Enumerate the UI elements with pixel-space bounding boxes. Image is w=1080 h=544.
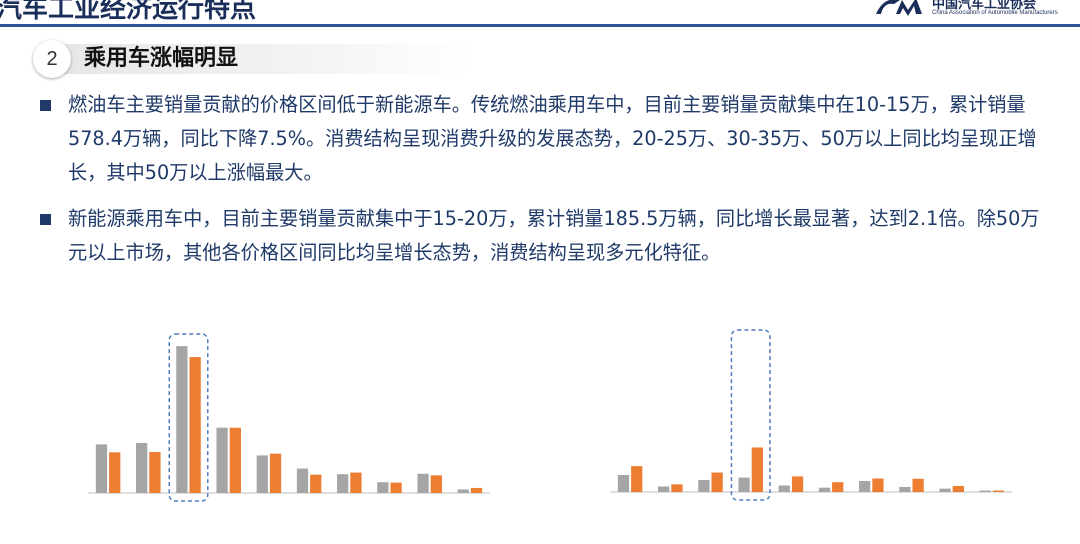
bullet-square-icon	[40, 100, 51, 111]
bar-previous-year	[738, 477, 750, 492]
header-divider	[0, 24, 1080, 27]
bar-current-year	[711, 472, 723, 492]
bar-current-year	[631, 466, 643, 492]
page-title: 汽车工业经济运行特点	[0, 0, 257, 24]
bar-previous-year	[417, 473, 429, 493]
logo-chinese-name: 中国汽车工业协会	[932, 0, 1037, 12]
bar-previous-year	[95, 444, 108, 493]
bullet-square-icon	[40, 214, 51, 225]
bar-current-year	[350, 472, 362, 493]
section-title: 乘用车涨幅明显	[84, 46, 239, 71]
bar-previous-year	[979, 490, 991, 492]
bar-current-year	[229, 427, 241, 493]
bar-previous-year	[256, 455, 268, 493]
bar-current-year	[470, 487, 483, 493]
bar-previous-year	[216, 427, 228, 493]
caam-logo-icon	[876, 0, 922, 16]
bar-previous-year	[296, 468, 309, 493]
highlight-box	[168, 333, 209, 502]
bar-current-year	[912, 478, 924, 492]
bar-current-year	[751, 447, 763, 492]
bar-previous-year	[457, 489, 469, 493]
bar-current-year	[832, 482, 844, 492]
bar-current-year	[952, 485, 964, 492]
bullet-item: 新能源乘用车中，目前主要销量贡献集中于15-20万，累计销量185.5万辆，同比…	[30, 202, 1050, 270]
bar-previous-year	[176, 346, 188, 493]
bullet-item: 燃油车主要销量贡献的价格区间低于新能源车。传统燃油乘用车中，目前主要销量贡献集中…	[30, 88, 1050, 190]
bar-previous-year	[939, 488, 951, 492]
bullet-text: 新能源乘用车中，目前主要销量贡献集中于15-20万，累计销量185.5万辆，同比…	[68, 207, 1040, 264]
bar-current-year	[310, 474, 322, 493]
bar-previous-year	[859, 480, 871, 492]
bar-previous-year	[617, 474, 630, 492]
bar-previous-year	[658, 486, 670, 492]
top-header: 汽车工业经济运行特点 中国汽车工业协会 China Association of…	[0, 0, 1080, 27]
bar-current-year	[109, 452, 121, 493]
bar-current-year	[149, 452, 161, 493]
ice-sales-chart	[88, 333, 490, 502]
nev-sales-chart	[610, 329, 1012, 501]
bullet-text: 燃油车主要销量贡献的价格区间低于新能源车。传统燃油乘用车中，目前主要销量贡献集中…	[68, 93, 1037, 184]
section-title-bar	[52, 44, 472, 74]
bar-current-year	[269, 453, 282, 493]
bar-previous-year	[136, 442, 148, 493]
logo-english-name: China Association of Automobile Manufact…	[932, 10, 1058, 16]
bar-current-year	[791, 476, 804, 492]
bar-previous-year	[698, 480, 710, 492]
bar-current-year	[671, 484, 683, 492]
bar-previous-year	[377, 482, 389, 493]
bar-previous-year	[337, 474, 349, 493]
bar-current-year	[430, 475, 442, 493]
section-number: 2	[33, 40, 71, 78]
bar-current-year	[390, 482, 402, 493]
bar-previous-year	[778, 485, 790, 492]
bar-previous-year	[899, 486, 911, 492]
bar-current-year	[992, 490, 1005, 492]
bar-current-year	[872, 478, 884, 492]
bar-current-year	[189, 357, 201, 493]
highlight-box	[730, 329, 771, 501]
bar-previous-year	[818, 487, 831, 492]
